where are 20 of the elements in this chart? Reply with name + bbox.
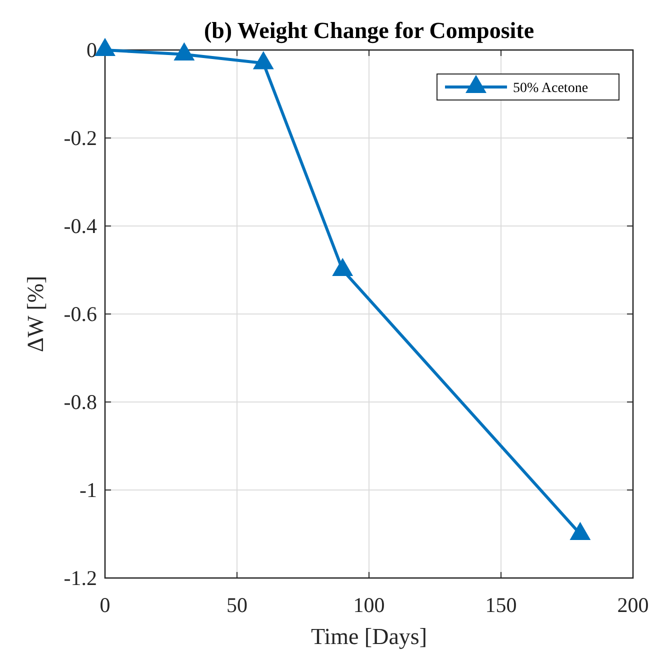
x-tick-label: 100 <box>353 593 385 617</box>
point <box>332 258 354 276</box>
y-tick-label: -0.6 <box>64 302 97 326</box>
point <box>570 522 591 540</box>
y-tick-label: -1 <box>80 478 97 502</box>
chart-title: (b) Weight Change for Composite <box>204 18 534 44</box>
x-tick-label: 50 <box>226 593 248 617</box>
x-tick-label: 150 <box>485 593 517 617</box>
y-tick-label: 0 <box>86 38 97 62</box>
point <box>174 42 195 60</box>
y-tick-label: -0.2 <box>64 126 97 150</box>
point <box>94 38 116 56</box>
x-axis-title: Time [Days] <box>310 624 428 649</box>
legend-label: 50% Acetone <box>513 81 588 96</box>
x-tick-label: 200 <box>617 593 649 617</box>
y-tick-label: -0.8 <box>64 390 97 414</box>
y-tick-label: -0.4 <box>64 214 98 238</box>
y-axis-title: ΔW [%] <box>23 276 48 352</box>
y-tick-label: -1.2 <box>64 566 97 590</box>
point <box>252 51 274 70</box>
